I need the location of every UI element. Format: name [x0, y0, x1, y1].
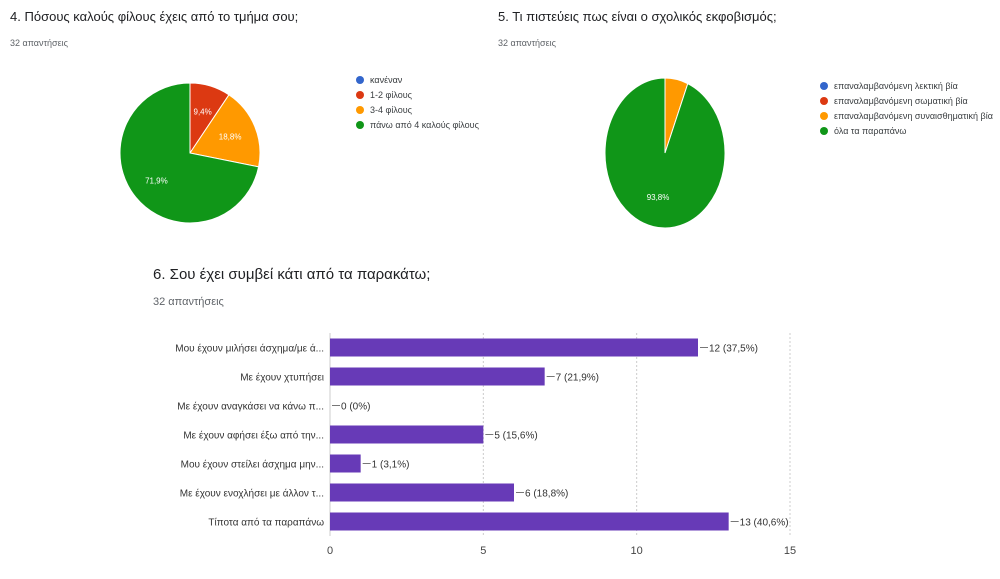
legend-swatch — [356, 90, 364, 99]
legend-item: όλα τα παραπάνω — [820, 123, 993, 138]
pie-plot: 9,4% 18,8% 71,9% — [119, 82, 261, 224]
category-label: Με έχουν αφήσει έξω από την... — [183, 430, 324, 442]
x-tick-label: 10 — [631, 545, 643, 555]
slice-label: 9,4% — [194, 107, 212, 116]
legend-label: επαναλαμβανόμενη σωματική βία — [834, 95, 968, 106]
slice-label: 18,8% — [219, 132, 242, 141]
pie-slice — [604, 77, 726, 229]
chart-legend: κανέναν 1-2 φίλους 3-4 φίλους πάνω από 4 κα… — [356, 72, 479, 132]
legend-swatch — [356, 75, 364, 84]
x-tick-label: 15 — [784, 545, 796, 555]
legend-item: επαναλαμβανόμενη συναισθηματική βία — [820, 108, 993, 123]
pie-slice — [119, 82, 260, 224]
slice-label: 93,8% — [647, 193, 670, 202]
category-label: Με έχουν χτυπήσει — [240, 372, 324, 384]
legend-label: κανέναν — [370, 74, 403, 85]
x-tick-label: 0 — [327, 545, 333, 555]
legend-item: επαναλαμβανόμενη σωματική βία — [820, 93, 993, 108]
legend-label: επαναλαμβανόμενη συναισθηματική βία — [834, 110, 993, 121]
value-label: 6 (18,8%) — [525, 489, 568, 500]
chart-legend: επαναλαμβανόμενη λεκτική βία επαναλαμβανό… — [820, 78, 993, 138]
bar-plot: 0 5 10 15 Μου έχουν μιλήσει άσχημα/με ά... 12… — [175, 333, 796, 555]
legend-label: όλα τα παραπάνω — [834, 125, 907, 136]
value-label: 12 (37,5%) — [709, 344, 758, 355]
chart-title: 5. Τι πιστεύεις πως είναι ο σχολικός εκφ… — [498, 9, 777, 24]
category-label: Μου έχουν μιλήσει άσχημα/με ά... — [175, 343, 324, 355]
value-label: 7 (21,9%) — [556, 373, 599, 384]
value-label: 13 (40,6%) — [740, 518, 789, 529]
legend-item: 1-2 φίλους — [356, 87, 479, 102]
legend-label: 1-2 φίλους — [370, 89, 412, 100]
bar — [330, 367, 545, 386]
legend-item: κανέναν — [356, 72, 479, 87]
legend-swatch — [820, 81, 828, 90]
legend-swatch — [820, 111, 828, 120]
category-label: Τίποτα από τα παραπάνω — [208, 517, 324, 529]
slice-label: 71,9% — [145, 176, 168, 185]
pie-plot: 93,8% — [604, 77, 726, 229]
bar — [330, 454, 361, 473]
value-label: 5 (15,6%) — [494, 431, 537, 442]
chart-title: 4. Πόσους καλούς φίλους έχεις από το τμή… — [10, 9, 299, 24]
bar — [330, 338, 698, 357]
category-label: Με έχουν αναγκάσει να κάνω π... — [177, 401, 324, 413]
legend-label: πάνω από 4 καλούς φίλους — [370, 119, 479, 130]
value-label: 0 (0%) — [341, 402, 370, 413]
legend-swatch — [820, 96, 828, 105]
value-label: 1 (3,1%) — [372, 460, 410, 471]
legend-label: επαναλαμβανόμενη λεκτική βία — [834, 80, 958, 91]
pie-slice — [189, 94, 261, 168]
bar — [330, 512, 729, 531]
response-count: 32 απαντήσεις — [153, 296, 224, 308]
response-count: 32 απαντήσεις — [498, 38, 556, 48]
chart-title: 6. Σου έχει συμβεί κάτι από τα παρακάτω; — [153, 266, 431, 283]
bar — [330, 425, 484, 444]
legend-swatch — [820, 126, 828, 135]
response-count: 32 απαντήσεις — [10, 38, 68, 48]
bar — [330, 483, 514, 502]
legend-item: πάνω από 4 καλούς φίλους — [356, 117, 479, 132]
legend-item: επαναλαμβανόμενη λεκτική βία — [820, 78, 993, 93]
legend-swatch — [356, 120, 364, 129]
legend-item: 3-4 φίλους — [356, 102, 479, 117]
category-label: Μου έχουν στείλει άσχημα μην... — [181, 459, 324, 471]
category-label: Με έχουν ενοχλήσει με άλλον τ... — [180, 488, 324, 500]
legend-label: 3-4 φίλους — [370, 104, 412, 115]
legend-swatch — [356, 105, 364, 114]
x-tick-label: 5 — [480, 545, 486, 555]
